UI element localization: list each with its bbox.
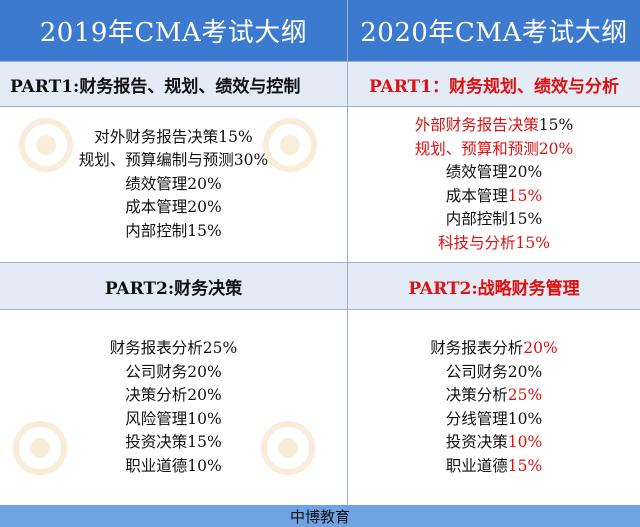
list-item: 分线管理10% <box>445 409 543 428</box>
header-2020: 2020年CMA考试大纲 <box>348 0 640 61</box>
part2-list-2020: 财务报表分析20% 公司财务20% 决策分析25% 分线管理10% 投资决策10… <box>348 310 640 505</box>
footer-bar: 中博教育 <box>0 505 640 527</box>
column-divider <box>347 61 348 107</box>
column-divider <box>347 262 348 310</box>
part1-list-2019: 对外财务报告决策15% 规划、预算编制与预测30% 绩效管理20% 成本管理20… <box>0 107 347 262</box>
header-2019: 2019年CMA考试大纲 <box>0 0 347 61</box>
list-item: 决策分析25% <box>445 386 543 404</box>
part1-label-2019-text: PART1:财务报告、规划、绩效与控制 <box>10 76 301 97</box>
footer-text: 中博教育 <box>289 507 350 526</box>
list-item: 财务报表分析20% <box>430 339 558 357</box>
list-item: 内部控制15% <box>125 221 222 240</box>
part1-list-2020: 外部财务报告决策15% 规划、预算和预测20% 绩效管理20% 成本管理15% … <box>348 107 640 262</box>
list-item: 绩效管理20% <box>125 174 222 193</box>
part2-label-2019: PART2:财务决策 <box>0 262 347 310</box>
list-item: 投资决策15% <box>125 433 222 451</box>
column-divider <box>347 107 348 262</box>
list-item: 规划、预算和预测20% <box>414 139 574 158</box>
watermark-logo-icon <box>261 421 315 475</box>
watermark-logo-icon <box>19 118 73 172</box>
part1-label-2020: PART1：财务规划、绩效与分析 <box>348 61 640 107</box>
list-item: 成本管理15% <box>445 186 543 205</box>
watermark-logo-icon <box>13 421 67 475</box>
part2-list-2019: 财务报表分析25% 公司财务20% 决策分析20% 风险管理10% 投资决策15… <box>0 310 347 505</box>
column-divider <box>347 0 348 61</box>
part1-label-2020-text: PART1：财务规划、绩效与分析 <box>368 76 620 97</box>
list-item: 决策分析20% <box>125 386 222 404</box>
column-divider <box>347 310 348 505</box>
part2-label-2019-text: PART2:财务决策 <box>104 278 243 299</box>
list-item: 公司财务20% <box>125 362 222 381</box>
list-item: 职业道德15% <box>445 456 543 475</box>
list-item: 对外财务报告决策15% <box>94 127 253 146</box>
list-item: 财务报表分析25% <box>109 339 238 357</box>
list-item: 成本管理20% <box>125 198 222 217</box>
part2-label-2020-text: PART2:战略财务管理 <box>408 278 580 299</box>
list-item: 外部财务报告决策15% <box>414 116 574 134</box>
list-item: 内部控制15% <box>445 210 543 228</box>
list-item: 规划、预算编制与预测30% <box>78 151 269 170</box>
list-item: 风险管理10% <box>125 409 222 428</box>
list-item: 公司财务20% <box>445 362 543 381</box>
header-2020-title: 2020年CMA考试大纲 <box>360 18 628 48</box>
watermark-logo-icon <box>263 118 317 172</box>
header-2019-title: 2019年CMA考试大纲 <box>39 18 308 48</box>
part2-label-2020: PART2:战略财务管理 <box>348 262 640 310</box>
part1-label-2019: PART1:财务报告、规划、绩效与控制 <box>0 61 347 107</box>
list-item: 绩效管理20% <box>445 163 543 181</box>
list-item: 科技与分析15% <box>438 233 550 252</box>
list-item: 投资决策10% <box>445 433 543 451</box>
list-item: 职业道德10% <box>125 456 222 475</box>
